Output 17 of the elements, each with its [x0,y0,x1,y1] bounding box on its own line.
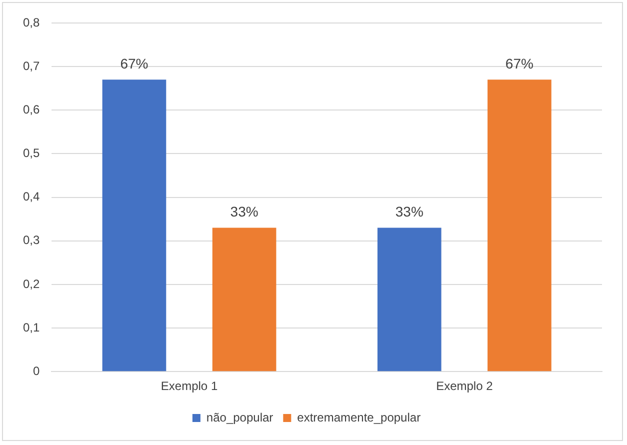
y-tick-label: 0,4 [22,190,40,204]
data-label: 67% [505,56,534,72]
x-tick-label: Exemplo 2 [436,379,494,394]
y-tick-label: 0,7 [22,58,40,73]
data-label: 33% [395,204,424,220]
data-label: 67% [120,56,148,72]
data-label: 33% [230,204,258,220]
y-tick-label: 0,5 [22,146,40,160]
y-tick-label: 0,3 [22,233,40,248]
y-tick-label: 0,1 [22,320,40,334]
legend-label: não_popular [206,410,274,424]
x-tick-label: Exemplo 1 [160,379,218,394]
y-tick-label: 0 [32,364,40,378]
legend-label: extremamente_popular [297,410,421,424]
y-tick-label: 0,8 [22,15,40,30]
y-tick-label: 0,2 [22,276,40,291]
y-tick-label: 0,6 [22,102,40,116]
